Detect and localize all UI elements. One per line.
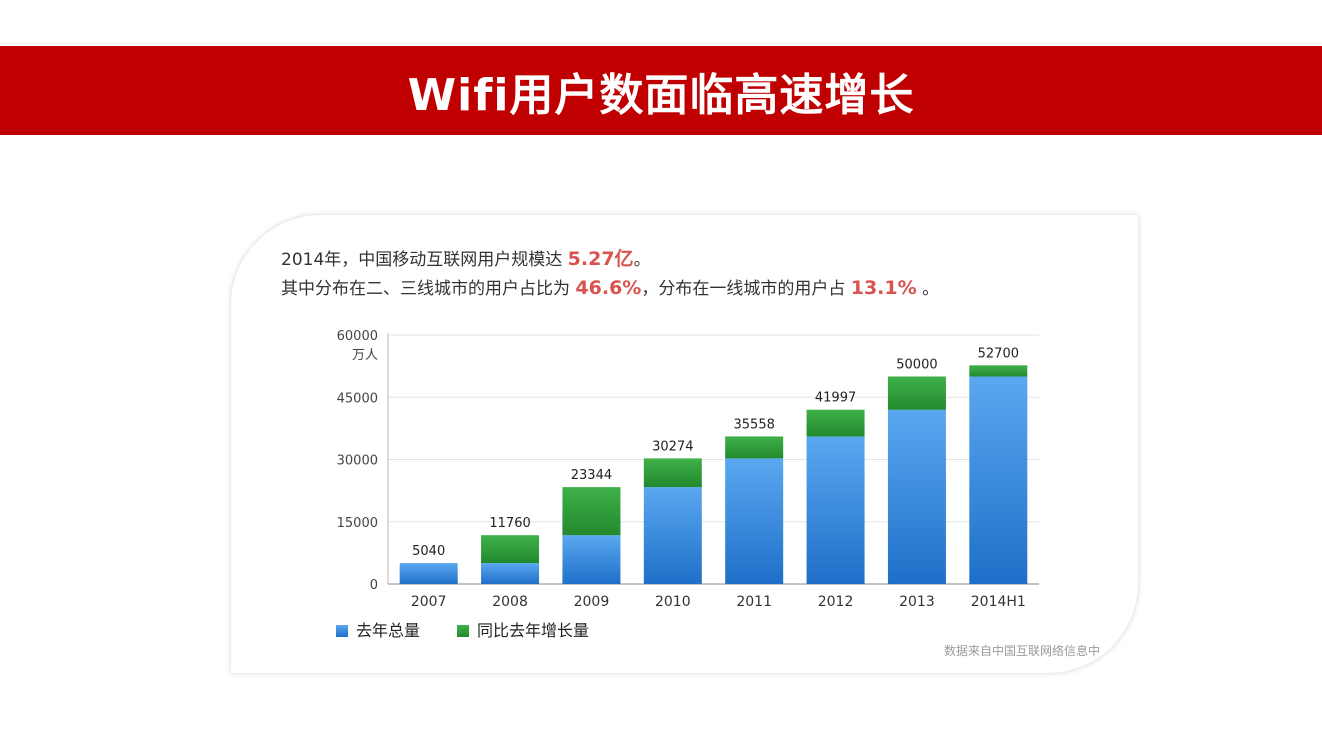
bar-base-2013: [887, 409, 946, 584]
y-tick-label: 0: [370, 578, 378, 593]
intro-line1-text: 2014年，中国移动互联网用户规模达: [281, 250, 563, 270]
x-tick-label: 2013: [899, 594, 935, 610]
intro-line2-end: 。: [922, 279, 940, 299]
x-tick-label: 2012: [818, 594, 854, 610]
intro-text: 2014年，中国移动互联网用户规模达 5.27亿。 其中分布在二、三线城市的用户…: [281, 245, 939, 303]
bar-total-label: 23344: [571, 468, 612, 483]
intro-line-2: 其中分布在二、三线城市的用户占比为 46.6%，分布在一线城市的用户占 13.1…: [281, 274, 939, 303]
chart-card: 2014年，中国移动互联网用户规模达 5.27亿。 其中分布在二、三线城市的用户…: [231, 215, 1138, 673]
bar-growth-2014H1: [969, 365, 1028, 377]
y-tick-label: 60000: [337, 329, 378, 344]
y-tick-label: 15000: [337, 516, 378, 531]
bar-growth-2008: [481, 535, 540, 564]
y-tick-label: 30000: [337, 454, 378, 469]
legend-swatch-0: [336, 625, 348, 637]
bar-total-label: 50000: [896, 358, 937, 373]
bar-chart: 0 15000 30000 45000 60000 万人 5040 2007 11760 2008…: [336, 329, 1039, 640]
bar-growth-2009: [562, 487, 621, 536]
bar-growth-2013: [887, 376, 946, 410]
legend-swatch-1: [457, 625, 469, 637]
bar-base-2009: [562, 535, 621, 584]
bar-growth-2010: [643, 458, 702, 488]
bar-growth-2011: [725, 436, 784, 459]
bar-growth-2012: [806, 409, 865, 437]
bar-base-2008: [481, 563, 540, 584]
title-banner: Wifi用户数面临高速增长: [0, 46, 1322, 135]
y-unit-label: 万人: [352, 348, 378, 363]
intro-line-1: 2014年，中国移动互联网用户规模达 5.27亿。: [281, 245, 939, 274]
bar-total-label: 5040: [412, 544, 445, 559]
y-tick-label: 45000: [337, 391, 378, 406]
x-tick-label: 2011: [736, 594, 772, 610]
intro-line1-end: 。: [633, 250, 651, 270]
bar-total-label: 52700: [978, 346, 1019, 361]
x-tick-label: 2014H1: [971, 594, 1026, 610]
bar-base-2014H1: [969, 376, 1028, 584]
data-source: 数据来自中国互联网络信息中: [943, 644, 1100, 658]
bar-total-label: 35558: [734, 417, 775, 432]
x-tick-label: 2007: [411, 594, 447, 610]
x-tick-label: 2009: [574, 594, 610, 610]
slide-title: Wifi用户数面临高速增长: [407, 69, 915, 121]
x-tick-label: 2010: [655, 594, 691, 610]
bar-total-label: 30274: [652, 439, 693, 454]
x-tick-label: 2008: [492, 594, 528, 610]
intro-line2-value-b: 13.1%: [850, 277, 917, 299]
intro-line2-text-a: 其中分布在二、三线城市的用户占比为: [281, 279, 570, 299]
bar-base-2010: [643, 487, 702, 584]
legend-label-0: 去年总量: [356, 621, 420, 640]
bar-base-2011: [725, 458, 784, 584]
bar-total-label: 41997: [815, 391, 856, 406]
bar-base-2012: [806, 436, 865, 584]
bar-total-label: 11760: [489, 516, 530, 531]
bar-base-2007: [399, 563, 458, 584]
intro-line1-value: 5.27亿: [567, 248, 634, 270]
intro-line2-value-a: 46.6%: [575, 277, 642, 299]
legend-label-1: 同比去年增长量: [477, 621, 589, 640]
intro-line2-text-b: ，分布在一线城市的用户占: [641, 279, 846, 299]
